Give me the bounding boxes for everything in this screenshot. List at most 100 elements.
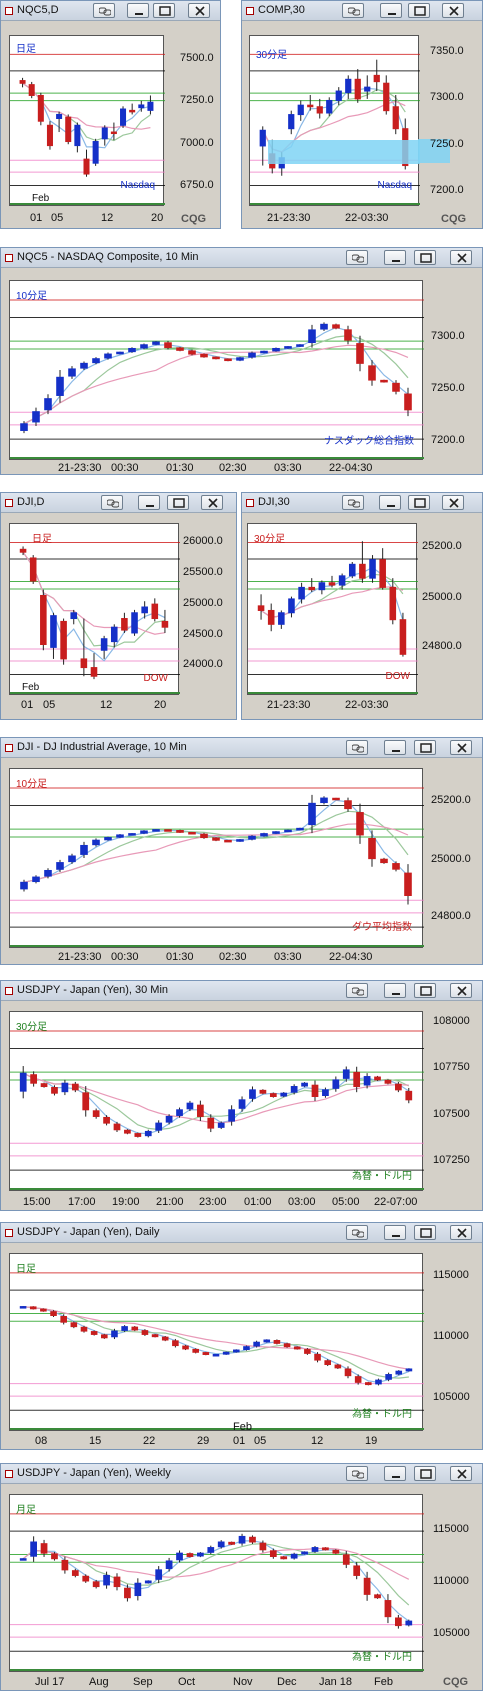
title-bar[interactable]: DJI,30 bbox=[242, 493, 482, 513]
restore-button[interactable] bbox=[414, 740, 436, 755]
candle-body bbox=[273, 1340, 281, 1344]
restore-button[interactable] bbox=[408, 495, 430, 510]
window-menu-icon[interactable] bbox=[5, 744, 13, 752]
window-menu-icon[interactable] bbox=[5, 254, 13, 262]
close-button[interactable] bbox=[188, 3, 210, 18]
minimize-button[interactable] bbox=[384, 983, 406, 998]
title-bar[interactable]: USDJPY - Japan (Yen), Daily bbox=[1, 1223, 482, 1243]
candle-body bbox=[40, 1083, 48, 1088]
candle-body bbox=[324, 1360, 331, 1366]
title-bar[interactable]: NQC5,D bbox=[1, 1, 220, 21]
candle-body bbox=[207, 1547, 215, 1553]
link-chain-icon[interactable] bbox=[342, 495, 364, 510]
minimize-button[interactable] bbox=[384, 250, 406, 265]
link-chain-icon[interactable] bbox=[346, 1225, 368, 1240]
window-menu-icon[interactable] bbox=[5, 987, 13, 995]
title-bar[interactable]: DJI,D bbox=[1, 493, 236, 513]
window-usdjpy-daily[interactable]: USDJPY - Japan (Yen), Daily 日足 為替・ドル円 11… bbox=[0, 1222, 483, 1450]
close-button[interactable] bbox=[201, 495, 223, 510]
window-menu-icon[interactable] bbox=[5, 1470, 13, 1478]
close-button[interactable] bbox=[450, 250, 472, 265]
window-nasdaq-10min[interactable]: NQC5 - NASDAQ Composite, 10 Min 10分足 ナスダ… bbox=[0, 247, 483, 475]
window-menu-icon[interactable] bbox=[5, 7, 13, 15]
chart-pane[interactable]: 30分足 Nasdaq bbox=[249, 35, 420, 206]
candle-body bbox=[147, 101, 154, 111]
window-usdjpy-weekly[interactable]: USDJPY - Japan (Yen), Weekly 月足 為替・ドル円 1… bbox=[0, 1463, 483, 1691]
chart-pane[interactable]: 日足 為替・ドル円 bbox=[9, 1253, 424, 1431]
restore-button[interactable] bbox=[414, 1225, 436, 1240]
link-chain-icon[interactable] bbox=[346, 983, 368, 998]
title-bar[interactable]: COMP,30 bbox=[242, 1, 482, 21]
window-dji-10min[interactable]: DJI - DJ Industrial Average, 10 Min 10分足… bbox=[0, 737, 483, 965]
minimize-button[interactable] bbox=[384, 1225, 406, 1240]
chart-pane[interactable]: 30分足 DOW bbox=[247, 523, 418, 695]
candle-body bbox=[151, 603, 159, 620]
restore-button[interactable] bbox=[414, 1466, 436, 1481]
restore-button[interactable] bbox=[414, 250, 436, 265]
window-menu-icon[interactable] bbox=[5, 1229, 13, 1237]
window-comp-30min[interactable]: COMP,30 30分足 Nasdaq 7350.0 7300.0 7250.0… bbox=[241, 0, 483, 229]
candle-body bbox=[92, 839, 100, 846]
window-menu-icon[interactable] bbox=[5, 499, 13, 507]
close-button[interactable] bbox=[450, 983, 472, 998]
title-bar[interactable]: USDJPY - Japan (Yen), 30 Min bbox=[1, 981, 482, 1001]
candle-body bbox=[236, 839, 244, 842]
link-chain-icon[interactable] bbox=[93, 3, 115, 18]
restore-button[interactable] bbox=[414, 983, 436, 998]
candle-body bbox=[50, 1311, 57, 1316]
chart-pane[interactable]: 日足 Nasdaq Feb bbox=[9, 35, 165, 206]
candle-body bbox=[260, 833, 268, 837]
close-button[interactable] bbox=[442, 495, 464, 510]
window-dji-daily[interactable]: DJI,D 日足 DOW Feb 26000.0 25500.0 25000.0… bbox=[0, 492, 237, 720]
title-bar[interactable]: DJI - DJ Industrial Average, 10 Min bbox=[1, 738, 482, 758]
minimize-button[interactable] bbox=[384, 740, 406, 755]
chart-pane[interactable]: 10分足 ダウ平均指数 bbox=[9, 768, 424, 948]
title-bar[interactable]: NQC5 - NASDAQ Composite, 10 Min bbox=[1, 248, 482, 268]
minimize-button[interactable] bbox=[380, 3, 402, 18]
restore-button[interactable] bbox=[167, 495, 189, 510]
window-nqc5-daily[interactable]: NQC5,D 日足 Nasdaq Feb 7500.0 7250.0 7000.… bbox=[0, 0, 221, 229]
window-menu-icon[interactable] bbox=[246, 499, 254, 507]
candle-body bbox=[334, 1364, 342, 1369]
close-button[interactable] bbox=[450, 1466, 472, 1481]
window-usdjpy-30min[interactable]: USDJPY - Japan (Yen), 30 Min 30分足 為替・ドル円… bbox=[0, 980, 483, 1211]
minimize-button[interactable] bbox=[384, 1466, 406, 1481]
chart-pane[interactable]: 10分足 ナスダック総合指数 bbox=[9, 280, 424, 460]
candle-body bbox=[29, 557, 37, 582]
link-chain-icon[interactable] bbox=[346, 740, 368, 755]
window-menu-icon[interactable] bbox=[246, 7, 254, 15]
close-button[interactable] bbox=[450, 1225, 472, 1240]
link-chain-icon[interactable] bbox=[346, 1466, 368, 1481]
candle-body bbox=[269, 1093, 277, 1098]
candle-body bbox=[124, 1129, 131, 1134]
close-button[interactable] bbox=[442, 3, 464, 18]
candle-body bbox=[395, 1617, 402, 1627]
candle-body bbox=[308, 802, 316, 826]
window-dji-30min[interactable]: DJI,30 30分足 DOW 25200.0 25000.0 24800.0 … bbox=[241, 492, 483, 720]
link-chain-icon[interactable] bbox=[101, 495, 123, 510]
close-button[interactable] bbox=[450, 740, 472, 755]
x-tick: 22-07:00 bbox=[374, 1196, 418, 1208]
x-tick: 01 bbox=[30, 212, 43, 224]
link-chain-icon[interactable] bbox=[346, 250, 368, 265]
chart-pane[interactable]: 30分足 為替・ドル円 bbox=[9, 1011, 424, 1191]
candle-body bbox=[124, 1587, 131, 1599]
minimize-button[interactable] bbox=[379, 495, 401, 510]
candle-body bbox=[249, 1536, 256, 1543]
candle-body bbox=[110, 131, 117, 135]
chart-pane[interactable]: 月足 為替・ドル円 bbox=[9, 1494, 424, 1672]
minimize-button[interactable] bbox=[127, 3, 149, 18]
minimize-button[interactable] bbox=[138, 495, 160, 510]
x-tick: 12 bbox=[100, 699, 113, 711]
candle-body bbox=[138, 104, 145, 109]
chart-pane[interactable]: 日足 DOW Feb bbox=[9, 523, 180, 695]
period-label: 30分足 bbox=[16, 1022, 48, 1033]
title-bar[interactable]: USDJPY - Japan (Yen), Weekly bbox=[1, 1464, 482, 1484]
candle-body bbox=[359, 563, 366, 579]
restore-button[interactable] bbox=[408, 3, 430, 18]
x-tick: 12 bbox=[311, 1435, 324, 1447]
candle-body bbox=[375, 1379, 382, 1385]
y-tick: 25000.0 bbox=[183, 597, 223, 609]
restore-button[interactable] bbox=[153, 3, 175, 18]
link-chain-icon[interactable] bbox=[342, 3, 364, 18]
